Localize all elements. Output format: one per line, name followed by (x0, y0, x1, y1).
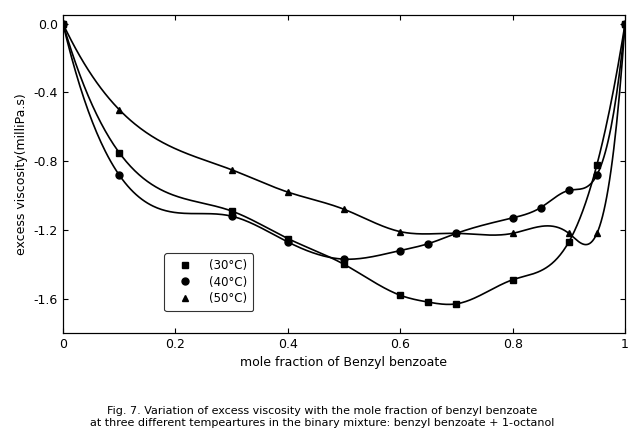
(30°C) (621, 21, 629, 26)
(50°C) (453, 231, 460, 236)
(30°C) (228, 208, 236, 213)
Text: Fig. 7. Variation of excess viscosity with the mole fraction of benzyl benzoate
: Fig. 7. Variation of excess viscosity wi… (90, 406, 554, 428)
(30°C) (396, 292, 404, 298)
(40°C) (284, 239, 292, 245)
(50°C) (59, 21, 67, 26)
(30°C) (59, 21, 67, 26)
(40°C) (396, 248, 404, 253)
(30°C) (340, 262, 348, 267)
X-axis label: mole fraction of Benzyl benzoate: mole fraction of Benzyl benzoate (240, 356, 448, 369)
(40°C) (537, 205, 545, 210)
(40°C) (565, 188, 573, 193)
(50°C) (340, 206, 348, 212)
(50°C) (593, 231, 601, 236)
(40°C) (593, 172, 601, 178)
(30°C) (509, 277, 516, 283)
(50°C) (565, 231, 573, 236)
Line: (50°C): (50°C) (59, 20, 629, 237)
(40°C) (424, 241, 432, 246)
(30°C) (453, 301, 460, 306)
(30°C) (115, 150, 123, 155)
(40°C) (509, 215, 516, 220)
Line: (30°C): (30°C) (59, 20, 629, 307)
Y-axis label: excess viscosity(milliPa.s): excess viscosity(milliPa.s) (15, 93, 28, 255)
(40°C) (115, 172, 123, 178)
(40°C) (340, 257, 348, 262)
(40°C) (621, 21, 629, 26)
(40°C) (59, 21, 67, 26)
(30°C) (565, 239, 573, 245)
(40°C) (228, 213, 236, 219)
Legend: (30°C), (40°C), (50°C): (30°C), (40°C), (50°C) (164, 254, 253, 311)
(50°C) (115, 107, 123, 112)
(50°C) (228, 167, 236, 172)
(30°C) (424, 299, 432, 305)
(30°C) (284, 236, 292, 241)
(50°C) (284, 190, 292, 195)
Line: (40°C): (40°C) (59, 20, 629, 263)
(40°C) (453, 231, 460, 236)
(30°C) (593, 162, 601, 167)
(50°C) (621, 21, 629, 26)
(50°C) (396, 229, 404, 234)
(50°C) (509, 231, 516, 236)
